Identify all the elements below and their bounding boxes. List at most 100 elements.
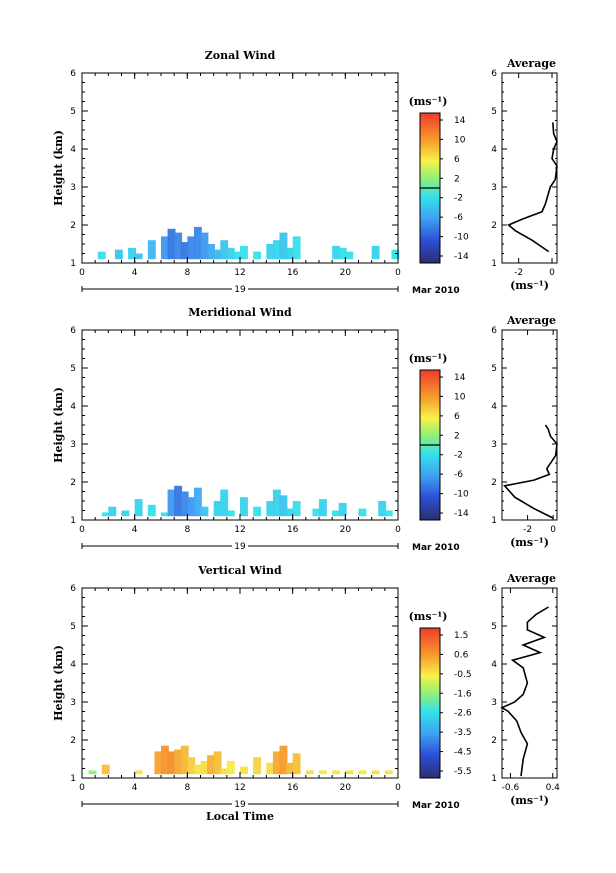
colorbar-tick-label: 10 [454,392,466,402]
profile-y-tick-label: 3 [491,440,497,450]
data-cell [134,253,143,260]
colorbar-unit: (ms⁻¹) [409,352,448,365]
y-tick-label: 1 [70,516,76,526]
data-cell [391,249,400,260]
data-cell [338,247,347,260]
colorbar-tick-label: 6 [454,412,460,422]
heatmap-cells [88,745,393,775]
profile-y-tick-label: 2 [491,736,497,746]
data-cell [174,485,183,517]
data-cell [279,495,288,517]
colorbar-tick-label: -14 [454,252,469,262]
data-cell [101,764,110,775]
profile-y-tick-label: 6 [491,69,497,79]
data-cell [154,751,163,775]
data-cell [240,497,248,517]
data-cell [305,770,314,775]
day-label: 19 [234,800,246,810]
data-cell [180,745,189,775]
profile-y-tick-label: 6 [491,584,497,594]
data-cell [226,510,235,517]
data-cell [174,232,183,260]
data-cell [338,502,347,517]
x-tick-label: 8 [184,525,190,535]
x-tick-label: 0 [79,783,85,793]
profile-line [500,606,549,777]
x-tick-label: 0 [79,268,85,278]
data-cell [97,251,106,260]
data-cell [167,489,176,517]
data-cell [378,501,387,517]
data-cell [384,770,393,775]
data-cell [167,228,176,260]
data-cell [345,251,354,260]
profile-y-tick-label: 4 [491,660,497,670]
profile-y-tick-label: 1 [491,259,497,269]
profile-frame [501,587,558,779]
day-label: 19 [234,285,246,295]
data-cell [174,749,183,775]
profile-title: Average [506,314,556,327]
data-cell [121,510,130,517]
data-cell [286,508,294,517]
plot-frame [81,72,399,264]
colorbar-tick-label: -6 [454,470,463,480]
month-label: Mar 2010 [412,286,460,296]
x-tick-label: 4 [132,268,138,278]
x-tick-label: 0 [79,525,85,535]
data-cell [358,508,367,517]
data-cell [187,236,196,260]
profile-y-tick-label: 3 [491,698,497,708]
y-tick-label: 6 [70,326,76,336]
y-tick-label: 1 [70,259,76,269]
data-cell [213,249,222,260]
day-label-bg [232,540,248,550]
y-axis-label: Height (km) [52,645,65,721]
data-cell [253,757,262,775]
data-cell [266,501,275,517]
y-tick-label: 4 [70,660,76,670]
colorbar-tick-label: -1.6 [454,689,472,699]
y-tick-label: 5 [70,622,76,632]
data-cell [200,232,209,260]
data-cell [220,489,229,517]
data-cell [220,768,229,775]
profile-y-tick-label: 1 [491,516,497,526]
data-cell [161,745,169,775]
profile-x-tick-label: -2 [523,525,532,535]
y-axis-label: Height (km) [52,387,65,463]
data-cell [312,508,321,517]
plot-frame [81,587,399,779]
data-cell [134,499,143,517]
colorbar [419,627,441,779]
x-tick-label: 12 [234,525,245,535]
profile-x-tick-label: 0 [549,268,555,278]
profile-x-label: (ms⁻¹) [510,279,549,292]
profile-x-tick-label: -2 [514,268,523,278]
data-cell [272,751,281,775]
data-cell [108,506,117,517]
x-tick-label: 20 [340,525,352,535]
profile-y-tick-label: 4 [491,145,497,155]
x-tick-label: 20 [340,783,352,793]
y-tick-label: 4 [70,402,76,412]
data-cell [200,506,209,517]
data-cell [114,249,123,260]
data-cell [332,770,341,775]
data-cell [161,512,169,517]
data-cell [213,501,222,517]
data-cell [134,770,143,775]
profile-y-tick-label: 1 [491,774,497,784]
x-tick-label: 8 [184,783,190,793]
data-cell [272,240,281,260]
x-tick-label: 16 [287,525,299,535]
data-cell [345,770,354,775]
panel-title: Meridional Wind [188,306,292,319]
profile-x-tick-label: -0.6 [502,783,520,793]
profile-x-label: (ms⁻¹) [510,536,549,549]
colorbar-tick-label: 14 [454,116,466,126]
profile-frame [501,72,558,264]
data-cell [180,242,189,260]
month-label: Mar 2010 [412,801,460,811]
colorbar-tick-label: 2 [454,431,460,441]
